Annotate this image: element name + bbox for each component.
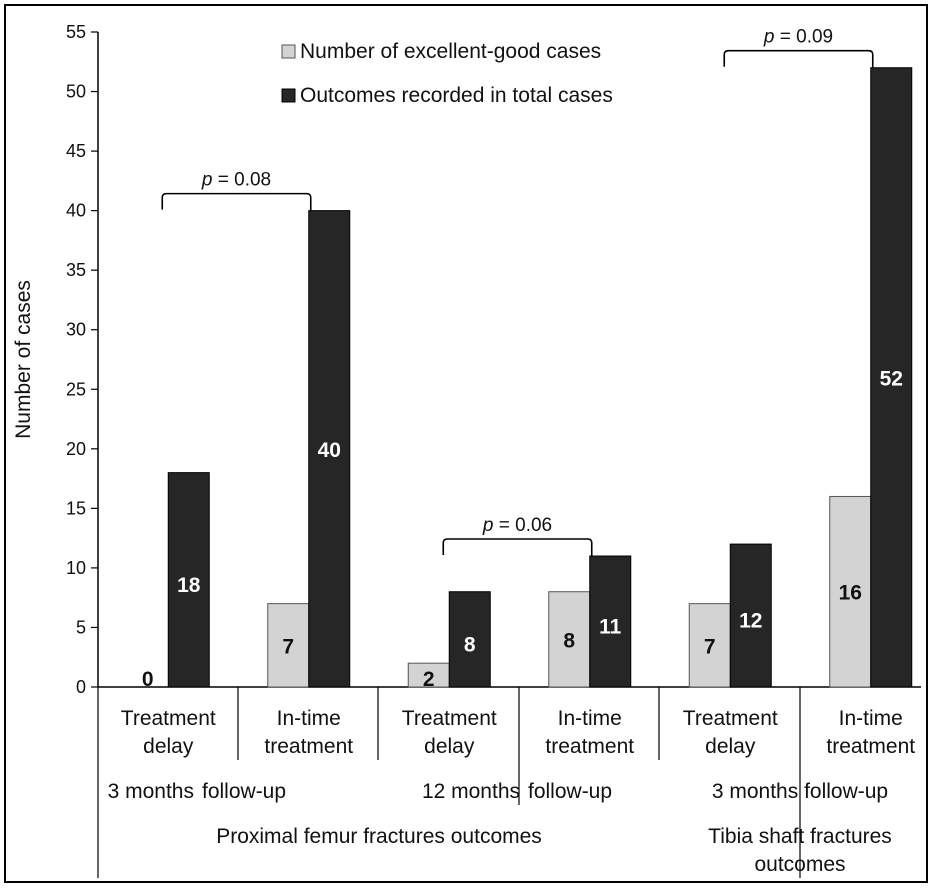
- significance-bracket: [723, 49, 874, 68]
- category-label-line2: delay: [424, 735, 475, 758]
- category-label-line1: In-time: [839, 707, 903, 730]
- category-label-line2: delay: [143, 735, 194, 758]
- group-label-tibia-shaft-line1: Tibia shaft fractures: [708, 825, 892, 848]
- data-label-excellent-good: 16: [839, 582, 862, 605]
- group-label-tibia-shaft-line2: outcomes: [754, 853, 845, 876]
- followup-label-follow-up: follow-up: [202, 780, 286, 803]
- significance-bracket: [161, 192, 312, 211]
- y-tick-label: 55: [66, 22, 86, 42]
- y-tick-label: 40: [66, 201, 86, 221]
- data-label-total-cases: 52: [880, 367, 903, 390]
- bar-total-cases: [589, 555, 632, 688]
- category-label-line1: Treatment: [683, 707, 778, 730]
- data-label-total-cases: 11: [599, 616, 622, 639]
- followup-label-12-months: 12 months: [422, 780, 520, 803]
- bar-total-cases: [308, 210, 351, 688]
- legend-item-excellent-good-swatch: [281, 44, 296, 59]
- followup-label-3-months-follow-up: 3 months follow-up: [712, 780, 888, 803]
- legend-item-total-cases-swatch: [281, 88, 296, 103]
- bar-excellent-good: [829, 495, 872, 688]
- p-value-label: p = 0.09: [763, 27, 833, 48]
- category-label-line1: In-time: [558, 707, 622, 730]
- bar-excellent-good: [548, 591, 591, 688]
- category-label-line2: treatment: [264, 735, 353, 758]
- data-label-total-cases: 8: [464, 633, 476, 656]
- category-label-line2: treatment: [826, 735, 915, 758]
- data-label-excellent-good: 0: [142, 668, 154, 691]
- bar-excellent-good: [267, 603, 310, 688]
- p-value-label: p = 0.06: [482, 515, 552, 536]
- chart-frame: [4, 4, 928, 883]
- y-tick-label: 20: [66, 439, 86, 459]
- category-label-line2: delay: [705, 735, 756, 758]
- category-label-line1: Treatment: [121, 707, 216, 730]
- y-tick-label: 10: [66, 558, 86, 578]
- data-label-total-cases: 40: [318, 439, 341, 462]
- y-tick-label: 25: [66, 379, 86, 399]
- data-label-total-cases: 18: [177, 574, 201, 597]
- bar-total-cases: [448, 591, 491, 688]
- data-label-excellent-good: 7: [282, 635, 294, 658]
- y-tick-label: 50: [66, 82, 86, 102]
- category-label-line1: Treatment: [402, 707, 497, 730]
- followup-label-3-months: 3 months: [108, 780, 194, 803]
- y-tick-label: 30: [66, 320, 86, 340]
- bar-excellent-good: [688, 603, 731, 688]
- bar-total-cases: [870, 67, 913, 688]
- bar-total-cases: [729, 543, 772, 688]
- legend-item-total-cases-label: Outcomes recorded in total cases: [300, 84, 613, 107]
- p-value-label: p = 0.08: [201, 170, 271, 191]
- category-label-line2: treatment: [545, 735, 634, 758]
- data-label-excellent-good: 2: [423, 668, 435, 691]
- data-label-total-cases: 12: [739, 610, 762, 633]
- significance-bracket: [442, 538, 593, 556]
- category-label-line1: In-time: [277, 707, 341, 730]
- y-tick-label: 0: [76, 677, 86, 697]
- y-tick-label: 45: [66, 141, 86, 161]
- y-tick-label: 15: [66, 498, 86, 518]
- y-tick-label: 35: [66, 260, 86, 280]
- group-label-proximal-femur: Proximal femur fractures outcomes: [216, 825, 542, 848]
- data-label-excellent-good: 7: [704, 635, 716, 658]
- data-label-excellent-good: 8: [563, 629, 575, 652]
- followup-label-follow-up: follow-up: [528, 780, 612, 803]
- y-axis-title: Number of cases: [12, 280, 35, 439]
- bar-total-cases: [167, 472, 210, 688]
- legend-item-excellent-good-label: Number of excellent-good cases: [300, 40, 601, 63]
- y-tick-label: 5: [76, 617, 86, 637]
